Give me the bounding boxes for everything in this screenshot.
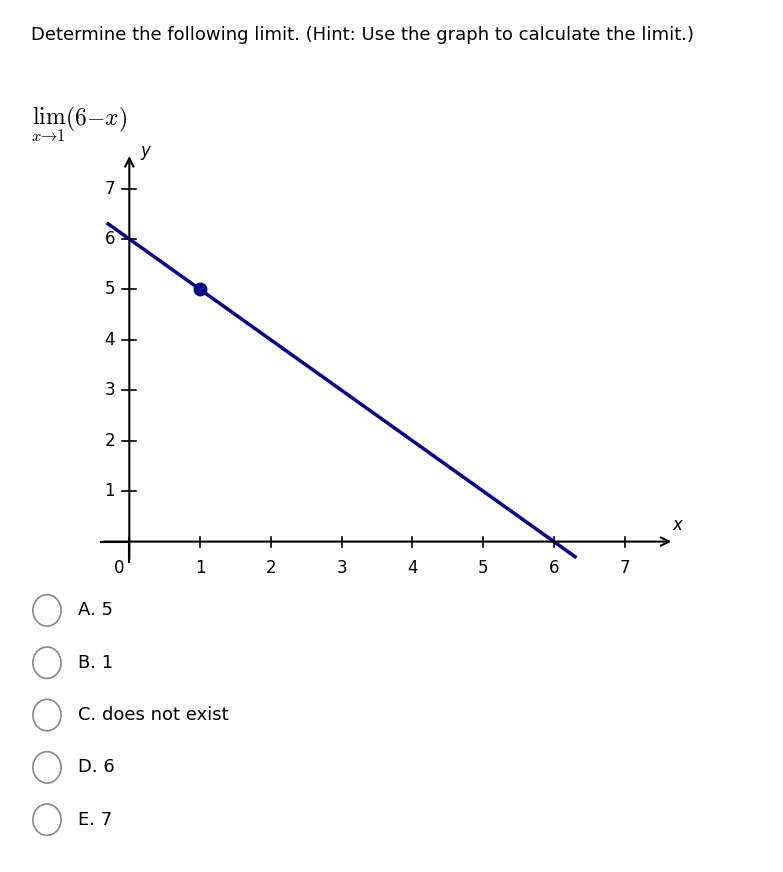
Text: A. 5: A. 5 — [78, 602, 114, 619]
Text: 7: 7 — [105, 180, 115, 198]
Text: 3: 3 — [105, 381, 115, 399]
Text: 6: 6 — [105, 230, 115, 248]
Text: 6: 6 — [549, 559, 559, 577]
Text: 4: 4 — [105, 330, 115, 349]
Text: 5: 5 — [478, 559, 489, 577]
Text: x: x — [673, 516, 683, 534]
Text: 4: 4 — [407, 559, 417, 577]
Text: B. 1: B. 1 — [78, 654, 114, 671]
Text: 3: 3 — [336, 559, 347, 577]
Text: $\lim_{x \to 1}$$(6-x)$: $\lim_{x \to 1}$$(6-x)$ — [31, 105, 127, 143]
Text: E. 7: E. 7 — [78, 811, 113, 828]
Text: 2: 2 — [105, 432, 115, 450]
Text: 1: 1 — [105, 482, 115, 501]
Text: 2: 2 — [265, 559, 276, 577]
Text: Determine the following limit. (Hint: Use the graph to calculate the limit.): Determine the following limit. (Hint: Us… — [31, 26, 695, 44]
Text: D. 6: D. 6 — [78, 759, 115, 776]
Text: 7: 7 — [619, 559, 630, 577]
Text: y: y — [140, 142, 150, 160]
Text: 5: 5 — [105, 281, 115, 298]
Text: 1: 1 — [195, 559, 205, 577]
Text: C. does not exist: C. does not exist — [78, 706, 229, 724]
Text: 0: 0 — [114, 559, 124, 577]
